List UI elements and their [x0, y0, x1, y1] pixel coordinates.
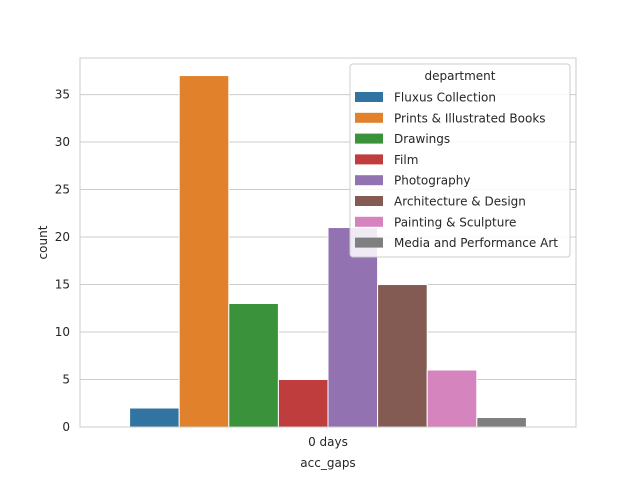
- legend-swatch: [355, 112, 383, 123]
- y-tick-label: 35: [55, 88, 70, 102]
- legend: department Fluxus Collection Prints & Illu…: [349, 63, 571, 258]
- y-tick-label: 10: [55, 325, 70, 339]
- bar: [178, 75, 230, 428]
- bar: [377, 284, 428, 428]
- x-axis: 0 days: [308, 435, 348, 449]
- legend-swatch: [355, 175, 383, 186]
- y-tick-label: 30: [55, 135, 70, 149]
- bar: [426, 369, 478, 428]
- bars: [129, 75, 527, 428]
- legend-swatch: [355, 154, 383, 165]
- y-tick-label: 5: [62, 373, 70, 387]
- legend-label: Painting & Sculpture: [394, 215, 516, 229]
- y-tick-label: 25: [55, 183, 70, 197]
- legend-swatch: [355, 196, 383, 206]
- legend-label: Architecture & Design: [394, 195, 526, 209]
- legend-label: Photography: [394, 174, 470, 188]
- legend-swatch: [355, 133, 383, 144]
- y-axis: 0 5 10 15 20 25 30 35: [55, 88, 70, 434]
- legend-title: department: [425, 69, 496, 83]
- y-tick-label: 15: [55, 278, 70, 292]
- legend-swatch: [355, 237, 383, 248]
- bar: [327, 227, 379, 428]
- legend-label: Media and Performance Art: [394, 236, 558, 250]
- y-tick-label: 0: [62, 420, 70, 434]
- x-tick-label: 0 days: [308, 435, 348, 449]
- legend-label: Film: [394, 153, 418, 167]
- bar: [129, 407, 180, 428]
- legend-swatch: [355, 92, 383, 102]
- legend-swatch: [355, 216, 383, 227]
- plot-frame: [79, 57, 577, 428]
- bar: [476, 417, 527, 428]
- bar: [277, 379, 329, 428]
- legend-label: Prints & Illustrated Books: [394, 111, 546, 125]
- y-axis-label: count: [36, 225, 50, 259]
- legend-box: [349, 63, 571, 258]
- bar: [228, 303, 279, 428]
- legend-label: Drawings: [394, 132, 450, 146]
- y-tick-label: 20: [55, 230, 70, 244]
- x-axis-label: acc_gaps: [300, 456, 355, 470]
- legend-label: Fluxus Collection: [394, 91, 496, 105]
